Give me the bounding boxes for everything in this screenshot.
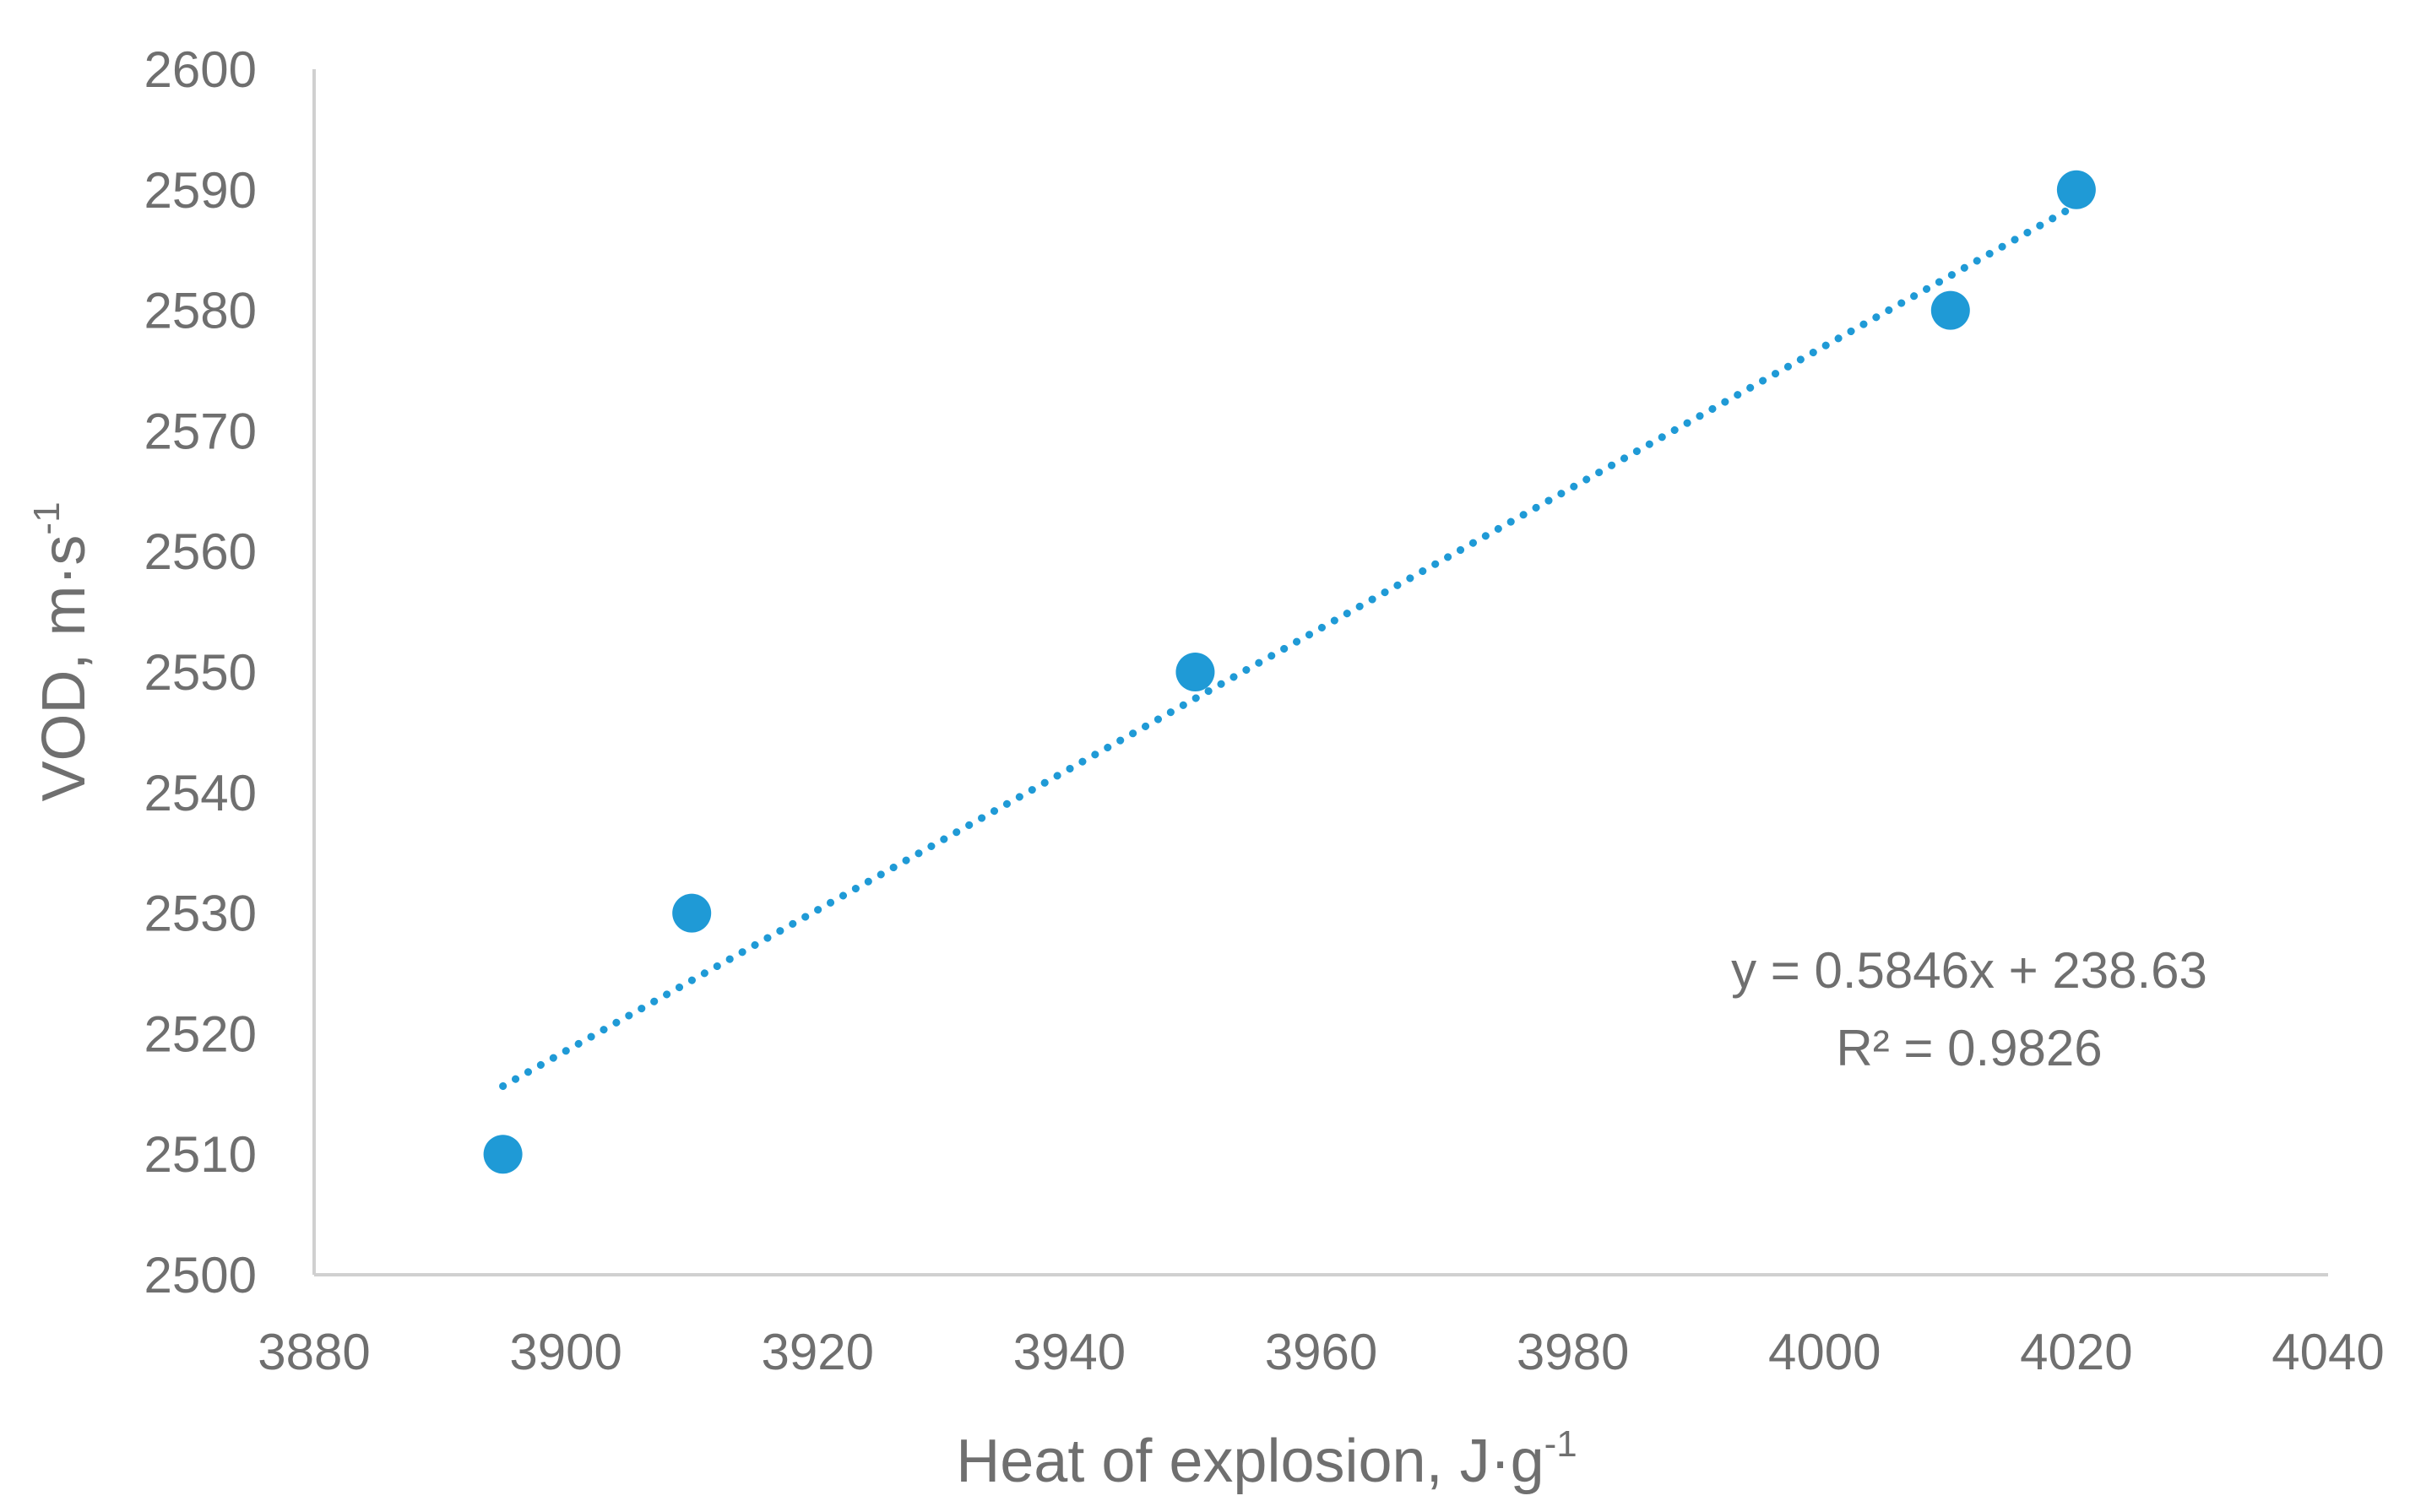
x-axis-title: Heat of explosion, J·g-1 xyxy=(956,1423,1577,1495)
x-tick-label: 3900 xyxy=(509,1324,621,1380)
x-tick-label: 3880 xyxy=(258,1324,370,1380)
trendline-r-squared: R² = 0.9826 xyxy=(1836,1020,2102,1076)
data-point xyxy=(1175,653,1215,691)
data-points xyxy=(483,170,2096,1174)
data-point xyxy=(2056,170,2096,209)
y-tick-label: 2580 xyxy=(144,283,257,339)
data-point xyxy=(672,893,712,933)
y-tick-label: 2530 xyxy=(144,886,257,942)
y-tick-label: 2550 xyxy=(144,644,257,701)
y-tick-label: 2560 xyxy=(144,523,257,580)
y-tick-label: 2600 xyxy=(144,41,257,98)
y-tick-label: 2500 xyxy=(144,1247,257,1303)
y-axis-title: VOD, m·s-1 xyxy=(26,501,98,801)
data-point xyxy=(1930,290,1970,330)
trendline xyxy=(499,201,2081,1091)
x-tick-label: 4000 xyxy=(1768,1324,1881,1380)
y-tick-label: 2590 xyxy=(144,162,257,219)
data-point xyxy=(483,1135,523,1174)
y-tick-label: 2510 xyxy=(144,1126,257,1183)
x-tick-labels: 3880 3900 3920 3940 3960 3980 4000 4020 4040 xyxy=(258,1324,2384,1380)
x-tick-label: 4020 xyxy=(2020,1324,2132,1380)
trendline-equation: y = 0.5846x + 238.63 xyxy=(1731,942,2207,999)
y-tick-label: 2570 xyxy=(144,403,257,459)
y-tick-labels: 2500 2510 2520 2530 2540 2550 2560 2570 2580 2590… xyxy=(144,41,257,1303)
y-tick-label: 2540 xyxy=(144,765,257,821)
x-tick-label: 4040 xyxy=(2272,1324,2384,1380)
x-tick-label: 3920 xyxy=(762,1324,874,1380)
y-tick-label: 2520 xyxy=(144,1005,257,1062)
x-tick-label: 3980 xyxy=(1517,1324,1629,1380)
x-tick-label: 3940 xyxy=(1013,1324,1126,1380)
x-tick-label: 3960 xyxy=(1265,1324,1377,1380)
